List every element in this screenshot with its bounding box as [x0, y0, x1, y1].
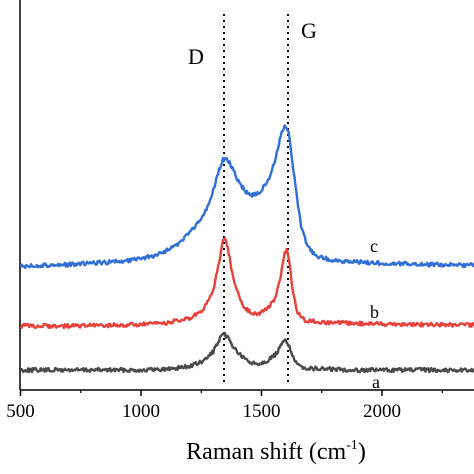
- x-axis: 500 1000 1500 2000: [6, 389, 474, 422]
- reference-lines: DG: [188, 14, 317, 382]
- x-tick-label: 1000: [122, 401, 160, 422]
- x-tick-label: 1500: [243, 401, 281, 422]
- series-line-b: [19, 236, 474, 330]
- series-layer: [19, 124, 474, 374]
- x-axis-title-close: ): [358, 439, 366, 465]
- x-axis-title: Raman shift (cm-1): [186, 438, 366, 465]
- x-tick-label: 2000: [363, 401, 401, 422]
- series-line-c: [19, 124, 474, 269]
- peak-label-G: G: [301, 18, 317, 43]
- series-label-c: c: [370, 236, 378, 256]
- peak-label-D: D: [188, 44, 204, 69]
- series-label-b: b: [370, 302, 379, 322]
- x-axis-title-main: Raman shift (cm: [186, 439, 346, 465]
- series-label-a: a: [372, 372, 380, 392]
- x-axis-title-sup: -1: [346, 438, 358, 453]
- series-line-a: [19, 331, 474, 374]
- x-tick-label: 500: [6, 401, 35, 422]
- labels-layer: a b c: [370, 236, 380, 392]
